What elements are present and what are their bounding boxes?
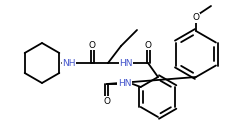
Text: O: O: [88, 41, 96, 50]
Text: O: O: [193, 13, 199, 22]
Text: O: O: [144, 41, 152, 50]
Text: O: O: [103, 97, 110, 106]
Text: NH: NH: [62, 59, 76, 67]
Text: HN: HN: [119, 59, 133, 67]
Text: HN: HN: [118, 80, 131, 89]
